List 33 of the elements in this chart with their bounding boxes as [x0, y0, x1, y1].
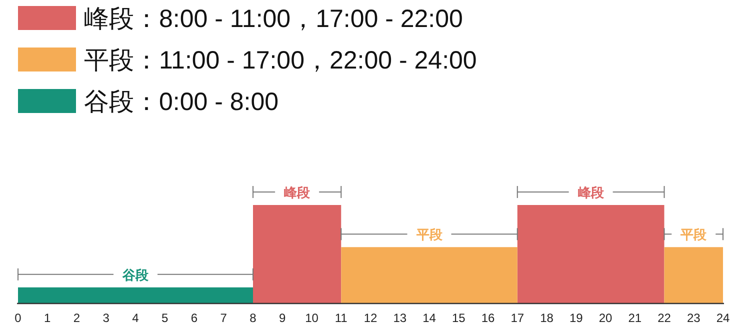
x-tick-label: 23: [686, 311, 701, 325]
x-tick-label: 2: [73, 311, 80, 325]
legend-label: 峰段：8:00 - 11:00，17:00 - 22:00: [84, 5, 463, 33]
annotation: 峰段: [284, 185, 312, 200]
x-tick-label: 10: [305, 311, 319, 325]
legend-label: 平段：11:00 - 17:00，22:00 - 24:00: [84, 46, 477, 74]
x-tick-label: 1: [44, 311, 52, 325]
x-tick-label: 9: [279, 311, 286, 325]
x-tick-label: 4: [132, 311, 140, 325]
x-tick-label: 14: [422, 311, 436, 325]
x-tick-label: 19: [569, 311, 584, 325]
x-tick-label: 6: [190, 311, 198, 325]
annotation: 平段: [680, 227, 708, 242]
x-tick-label: 20: [598, 311, 612, 325]
x-tick-label: 17: [510, 311, 524, 325]
x-tick-label: 22: [658, 311, 672, 325]
x-tick-label: 13: [393, 311, 407, 325]
annotation: 平段: [415, 227, 444, 242]
annotation: 谷段: [122, 267, 150, 282]
x-tick-label: 24: [716, 311, 730, 325]
x-tick-label: 16: [481, 311, 495, 325]
x-tick-label: 21: [628, 311, 642, 325]
legend-label: 谷段：0:00 - 8:00: [84, 88, 279, 116]
x-tick-label: 12: [364, 311, 378, 325]
x-tick-label: 7: [220, 311, 228, 325]
x-tick-label: 11: [334, 311, 348, 325]
annotation: 峰段: [578, 185, 605, 200]
x-tick-label: 18: [540, 311, 554, 325]
x-tick-label: 3: [102, 311, 110, 325]
x-tick-label: 0: [14, 311, 22, 325]
x-tick-label: 15: [452, 311, 466, 325]
x-tick-label: 8: [250, 311, 257, 325]
x-tick-label: 5: [162, 311, 169, 325]
